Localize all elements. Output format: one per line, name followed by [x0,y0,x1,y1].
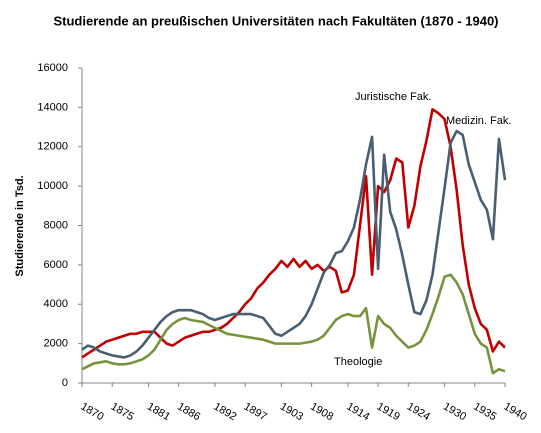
series-line [81,108,506,359]
x-tick-label: 1914 [344,401,371,424]
x-tick-label: 1875 [109,401,136,424]
x-tick-label: 1940 [501,401,528,424]
y-tick-label: 12000 [37,141,68,153]
x-tick-label: 1919 [375,401,402,424]
y-tick-label: 4000 [44,298,68,310]
series-label: Medizin. Fak. [446,115,511,127]
x-tick-label: 1908 [308,401,335,424]
x-tick-label: 1924 [405,401,432,424]
y-tick-label: 16000 [37,62,68,74]
y-tick-label: 2000 [44,338,68,350]
y-tick-label: 0 [62,377,68,389]
chart-title: Studierende an preußischen Universitäten… [53,13,498,28]
y-tick-label: 8000 [44,219,68,231]
x-tick-label: 1903 [278,401,305,424]
y-tick-label: 6000 [44,259,68,271]
y-tick-label: 14000 [37,101,68,113]
series-label: Theologie [334,356,382,368]
x-tick-label: 1930 [441,401,468,424]
series-line [81,129,507,359]
x-tick-label: 1897 [242,401,269,424]
x-tick-label: 1881 [145,401,172,424]
y-axis-label: Studierende in Tsd. [14,175,26,276]
x-tick-label: 1886 [175,401,202,424]
series-line [81,273,506,375]
y-tick-label: 10000 [37,180,68,192]
series-label: Juristische Fak. [355,91,431,103]
x-tick-label: 1892 [211,401,238,424]
x-tick-label: 1935 [471,401,498,424]
x-tick-label: 1870 [78,401,105,424]
